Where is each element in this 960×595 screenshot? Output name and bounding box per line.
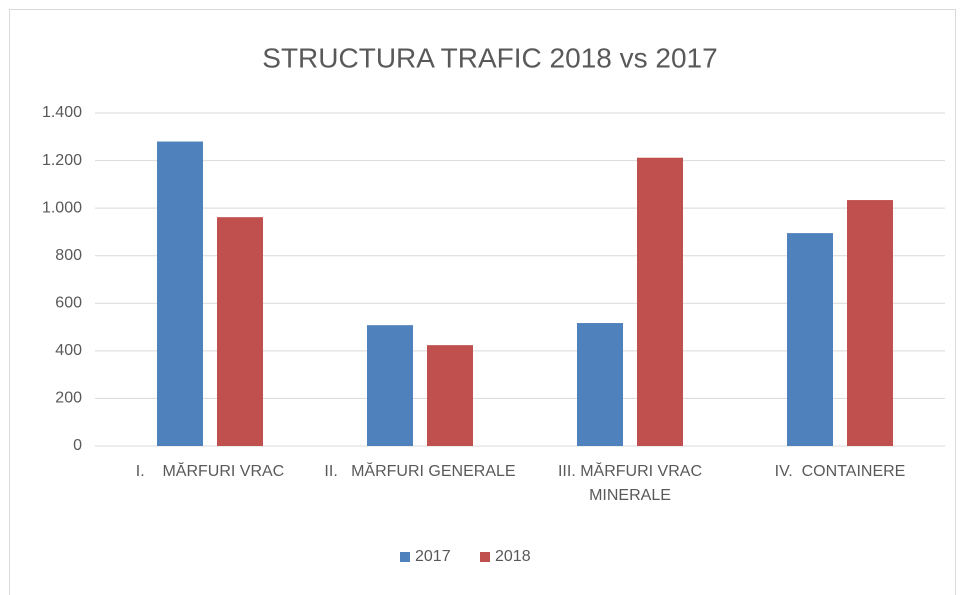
bar [787,233,833,446]
bar [847,200,893,446]
bar [427,345,473,446]
y-tick-label: 200 [55,390,82,407]
chart-border [9,9,956,595]
y-tick-label: 600 [55,295,82,312]
y-tick-label: 1.000 [42,199,82,216]
bar [217,217,263,446]
legend-swatch [400,552,410,562]
x-tick-label: IV. CONTAINERE [774,463,906,480]
bar [637,157,683,446]
y-tick-label: 800 [55,247,82,264]
legend-label: 2017 [415,548,451,565]
y-tick-label: 0 [73,437,82,454]
legend-label: 2018 [495,548,531,565]
y-tick-label: 1.400 [42,104,82,121]
bar [367,325,413,446]
chart-title: STRUCTURA TRAFIC 2018 vs 2017 [262,42,717,73]
y-tick-label: 1.200 [42,152,82,169]
y-tick-label: 400 [55,342,82,359]
x-tick-label: II. MĂRFURI GENERALE [324,463,516,480]
x-tick-label: III. MĂRFURI VRAC MINERALE [557,463,707,504]
legend-swatch [480,552,490,562]
bar [577,323,623,446]
x-tick-label: I. MĂRFURI VRAC [135,463,285,480]
bar [157,141,203,447]
